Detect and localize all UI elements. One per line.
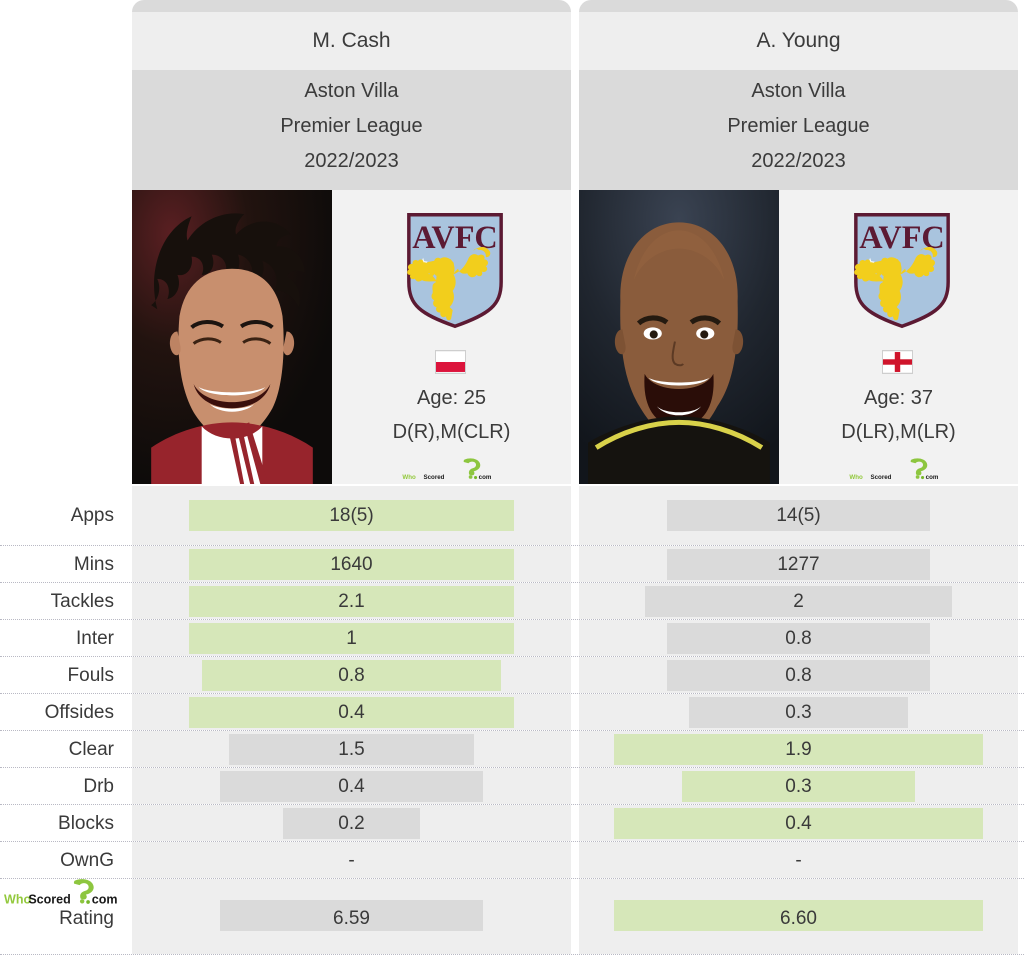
svg-text:Scored: Scored: [870, 474, 891, 481]
svg-text:Who: Who: [849, 474, 863, 481]
svg-text:Scored: Scored: [28, 893, 70, 907]
svg-text:Who: Who: [4, 893, 31, 907]
svg-text:com: com: [925, 474, 938, 481]
svg-text:com: com: [478, 474, 491, 481]
svg-text:Scored: Scored: [423, 474, 444, 481]
svg-text:Who: Who: [402, 474, 416, 481]
svg-text:com: com: [92, 893, 118, 907]
